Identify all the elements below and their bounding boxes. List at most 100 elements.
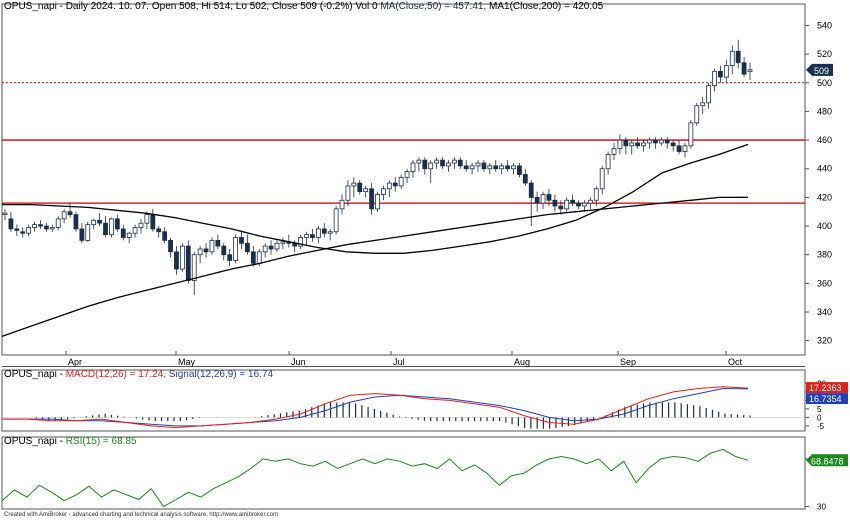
candle-body (91, 219, 97, 226)
candle-body (215, 239, 221, 247)
candle-body (227, 254, 233, 261)
candle-body (14, 228, 20, 231)
candle-body (304, 234, 309, 238)
candle-body (55, 218, 61, 228)
candle-body (250, 251, 256, 264)
candle-body (339, 199, 345, 210)
candle-body (735, 50, 741, 64)
candle-body (534, 196, 540, 204)
candle-body (280, 241, 286, 244)
signal-legend: Signal(12,26,9) = 16.74 (166, 369, 274, 380)
candle-body (700, 102, 706, 107)
candle-body (451, 159, 457, 164)
candle-body (369, 188, 374, 210)
candle-body (191, 254, 197, 281)
candle-body (522, 174, 528, 184)
month-label: Aug (514, 357, 530, 367)
month-label: Jul (393, 357, 405, 367)
candle-body (481, 162, 487, 170)
price-tick-label: 420 (817, 192, 832, 202)
candle-body (298, 237, 304, 247)
candle-body (647, 139, 652, 144)
candle-body (233, 237, 238, 261)
rsi-badge-bg (806, 454, 848, 467)
candle-body (623, 139, 629, 147)
price-tick-label: 400 (817, 221, 832, 231)
macd-line (2, 386, 749, 429)
month-label: May (178, 357, 196, 367)
candle-body (97, 219, 103, 224)
candle-body (38, 224, 43, 227)
main-title-prefix: OPUS_napi - Daily 2024. 10. 07. Open 508… (4, 1, 381, 12)
candle-body (587, 199, 593, 204)
candle-body (658, 139, 664, 144)
candle-body (670, 142, 676, 147)
candle-body (605, 154, 611, 170)
candle-body (8, 218, 14, 230)
candle-body (682, 145, 688, 152)
price-tick-label: 520 (817, 49, 832, 59)
credit-text: Created with AmiBroker - advanced charti… (4, 512, 279, 518)
candle-body (345, 185, 351, 201)
signal-badge: 16.7354 (809, 394, 842, 404)
candle-body (570, 199, 576, 204)
price-tick-label: 540 (817, 20, 832, 30)
candle-body (564, 199, 570, 210)
candle-body (262, 245, 268, 253)
macd-tick-label: -5 (817, 422, 825, 431)
candle-body (32, 224, 37, 228)
candle-body (712, 70, 717, 87)
candle-body (729, 50, 735, 66)
macd-badge-bg (806, 382, 848, 394)
candle-body (221, 245, 227, 256)
ma50-legend: MA(Close,50) = 457.41, (380, 1, 487, 12)
rsi-panel-title: OPUS_napi - RSI(15) = 68.85 (4, 436, 137, 447)
candle-body (463, 165, 469, 170)
candle-body (398, 176, 404, 187)
candle-body (2, 212, 8, 215)
month-label: Jun (291, 357, 306, 367)
candle-body (357, 182, 363, 193)
candle-body (611, 148, 617, 155)
candle-body (718, 70, 723, 78)
macd-legend: MACD(12,26) = 17.24, (65, 369, 167, 380)
main-panel-title: OPUS_napi - Daily 2024. 10. 07. Open 508… (4, 1, 603, 12)
candle-body (688, 122, 694, 147)
candle-body (493, 165, 499, 170)
candle-body (741, 62, 747, 75)
candle-body (558, 205, 564, 210)
month-label: Sep (620, 357, 636, 367)
rsi-badge: 68.8478 (811, 456, 844, 466)
candle-body (185, 245, 191, 281)
candle-body (576, 202, 581, 207)
price-tick-label: 480 (817, 106, 832, 116)
price-tick-label: 320 (817, 336, 832, 346)
candle-body (179, 245, 185, 270)
rsi-tick-label: 30 (817, 503, 826, 512)
candle-body (475, 162, 481, 167)
candle-body (517, 165, 522, 175)
candle-body (723, 65, 729, 78)
candle-body (327, 231, 333, 234)
candle-body (487, 165, 493, 170)
candle-body (552, 199, 558, 207)
macd-panel-title: OPUS_napi - MACD(12,26) = 17.24, Signal(… (4, 369, 273, 380)
candle-body (505, 165, 510, 170)
rsi-title-prefix: OPUS_napi - (4, 436, 66, 447)
candle-body (351, 182, 357, 187)
candle-body (256, 251, 262, 264)
candle-body (49, 227, 55, 230)
candle-body (747, 69, 753, 72)
last-price-badge: 509 (814, 66, 829, 76)
price-tick-label: 380 (817, 250, 832, 260)
signal-line (2, 387, 749, 427)
candle-body (321, 228, 327, 234)
candle-body (664, 139, 670, 144)
candle-body (43, 225, 49, 230)
ma200-line (1, 196, 749, 338)
candle-body (375, 194, 380, 210)
candle-body (635, 142, 641, 147)
candle-body (20, 231, 26, 234)
candle-body (676, 145, 682, 152)
